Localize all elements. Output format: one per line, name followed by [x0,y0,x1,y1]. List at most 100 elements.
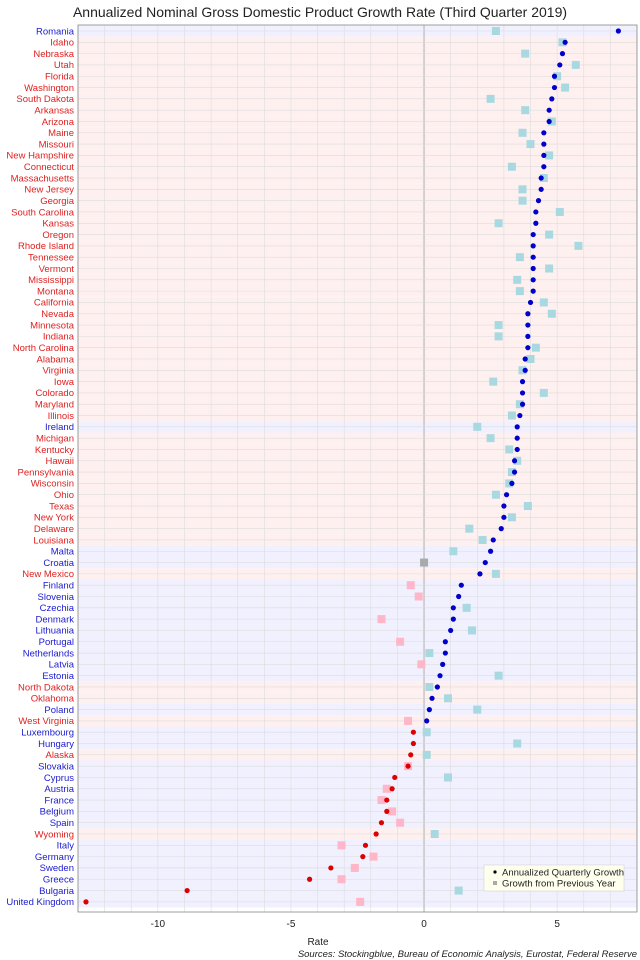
yearly-growth-marker [518,128,527,137]
yearly-growth-marker [377,796,386,805]
yearly-growth-marker [571,60,580,69]
quarterly-growth-marker [538,175,544,181]
quarterly-growth-marker [328,865,334,871]
quarterly-growth-marker [490,537,496,543]
legend-quarterly-label: Annualized Quarterly Growth [502,868,624,879]
quarterly-growth-marker [541,130,547,136]
category-label: Slovakia [38,761,75,772]
category-label: Latvia [49,660,75,671]
quarterly-growth-marker [530,254,536,260]
category-label: Indiana [43,332,75,343]
yearly-growth-marker [547,309,556,318]
category-label: Italy [57,841,75,852]
category-label: Utah [54,60,74,71]
yearly-growth-marker [505,445,514,454]
quarterly-growth-marker [541,141,547,147]
quarterly-growth-marker [450,605,456,611]
yearly-growth-marker [574,241,583,250]
category-label: Oklahoma [31,694,75,705]
quarterly-growth-marker [498,526,504,532]
yearly-growth-marker [555,207,564,216]
quarterly-growth-markers [83,28,621,905]
category-labels: RomaniaIdahoNebraskaUtahFloridaWashingto… [6,26,74,908]
category-label: Maryland [35,400,74,411]
yearly-growth-marker [396,818,405,827]
yearly-growth-marker [449,547,458,556]
quarterly-growth-marker [541,164,547,170]
yearly-growth-marker [491,569,500,578]
yearly-growth-marker [521,106,530,115]
category-label: New Jersey [24,185,74,196]
category-label: Arizona [42,117,75,128]
quarterly-growth-marker [424,718,430,724]
category-label: Michigan [36,433,74,444]
quarterly-growth-marker [519,379,526,385]
category-label: Kansas [42,219,74,230]
quarterly-growth-marker [458,582,464,588]
legend-yearly-marker [493,881,497,885]
category-label: Netherlands [23,648,74,659]
category-label: Spain [50,818,74,829]
yearly-growth-marker [494,671,503,680]
yearly-growth-marker [507,468,516,477]
yearly-growth-marker [507,411,516,420]
category-label: Germany [35,852,74,863]
quarterly-growth-marker [184,887,190,894]
category-label: Estonia [42,671,74,682]
yearly-growth-marker [414,592,423,601]
category-label: Louisiana [33,535,74,546]
plot-border [77,24,638,913]
quarterly-growth-marker [501,503,507,509]
category-label: Pennsylvania [17,467,74,478]
quarterly-growth-marker [530,265,536,272]
yearly-growth-marker [539,174,548,183]
yearly-growth-marker [467,626,476,635]
category-label: Montana [37,286,75,297]
category-label: Arkansas [34,105,74,116]
quarterly-growth-marker [530,243,536,249]
yearly-growth-marker [518,185,527,194]
yearly-growth-marker [513,456,522,465]
category-label: Luxembourg [21,728,74,739]
quarterly-growth-marker [360,854,366,860]
category-label: Croatia [43,558,74,569]
quarterly-growth-marker [530,288,536,294]
quarterly-growth-marker [373,831,379,837]
category-label: Poland [44,705,74,716]
yearly-growth-marker [526,354,535,363]
category-label: France [44,795,74,806]
yearly-growth-marker [430,830,439,839]
yearly-growth-marker [491,490,500,499]
yearly-growth-marker [505,479,514,488]
category-label: Missouri [39,139,74,150]
quarterly-growth-marker [378,820,385,826]
quarterly-growth-marker [522,367,528,373]
quarterly-growth-marker [405,763,411,769]
category-label: Finland [43,580,74,591]
quarterly-growth-marker [442,650,448,656]
yearly-growth-marker [558,38,567,47]
yearly-growth-marker [422,728,431,737]
quarterly-growth-marker [541,152,547,159]
yearly-growth-marker [478,535,487,544]
category-label: Austria [44,784,74,795]
quarterly-growth-marker [559,51,566,57]
category-label: California [34,298,75,309]
quarterly-growth-marker [389,786,395,792]
yearly-growth-marker [486,94,495,103]
yearly-growth-marker [444,773,453,782]
quarterly-growth-marker [440,661,446,667]
quarterly-growth-marker [477,571,483,577]
yearly-growth-marker [513,275,522,284]
quarterly-growth-marker [410,740,416,747]
yearly-growth-marker [526,140,535,149]
quarterly-growth-marker [487,548,494,554]
grid-lines [77,25,638,912]
category-label: Nevada [41,309,74,320]
quarterly-growth-marker [519,390,526,396]
quarterly-growth-marker [530,231,536,238]
quarterly-growth-marker [514,435,520,441]
category-label: Maine [48,128,74,139]
quarterly-growth-marker [530,277,536,283]
